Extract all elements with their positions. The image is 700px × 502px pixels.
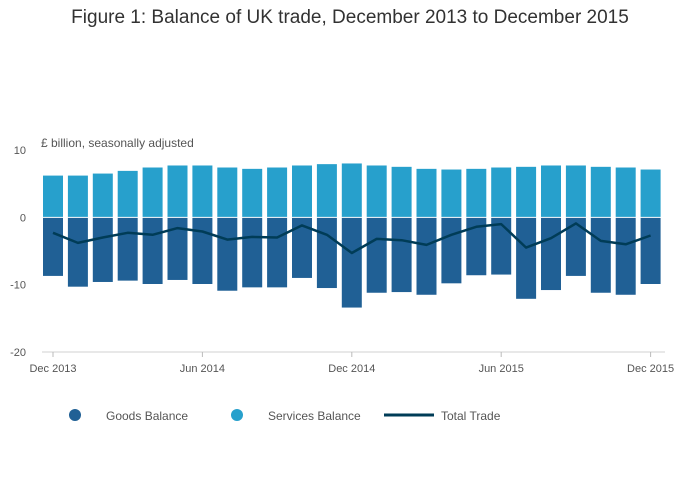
x-tick-label: Dec 2014: [328, 363, 375, 375]
goods-balance-bar: [267, 217, 288, 288]
services-balance-bar: [565, 165, 586, 218]
services-balance-bar: [416, 168, 437, 218]
goods-balance-bar: [117, 217, 138, 281]
goods-balance-bar: [590, 217, 611, 293]
services-balance-bar: [466, 168, 487, 218]
goods-balance-bar: [167, 217, 188, 280]
goods-balance-bar: [217, 217, 238, 291]
x-tick-label: Jun 2015: [479, 363, 524, 375]
goods-balance-bar: [516, 217, 537, 299]
services-balance-bar: [341, 163, 362, 218]
services-balance-bar: [316, 164, 337, 218]
services-balance-bar: [242, 168, 263, 218]
services-balance-bar: [590, 166, 611, 218]
x-tick-label: Jun 2014: [180, 363, 225, 375]
x-tick-label: Dec 2015: [627, 363, 674, 375]
goods-balance-bar: [491, 217, 512, 275]
goods-balance-bar: [441, 217, 462, 284]
goods-balance-bar: [316, 217, 337, 289]
y-tick-label: -10: [10, 280, 26, 292]
legend: Goods Balance Services Balance Total Tra…: [69, 409, 501, 423]
services-balance-bar: [441, 169, 462, 218]
chart-title: Figure 1: Balance of UK trade, December …: [71, 7, 629, 28]
services-balance-bar: [217, 167, 238, 218]
services-balance-bar: [167, 165, 188, 218]
services-balance-bar: [516, 166, 537, 218]
goods-balance-bar: [466, 217, 487, 276]
legend-label-services-balance: Services Balance: [268, 409, 361, 423]
goods-balance-bar: [565, 217, 586, 276]
total-trade-line: [52, 222, 652, 255]
goods-balance-bar: [366, 217, 387, 293]
goods-balance-bar: [640, 217, 661, 284]
services-balance-bar: [292, 165, 312, 218]
services-balance-bar: [267, 167, 288, 218]
goods-balance-bar: [416, 217, 437, 295]
services-balance-bar: [117, 170, 138, 218]
services-balance-bar: [67, 175, 88, 218]
y-tick-label: 10: [14, 145, 26, 157]
y-tick-label: 0: [20, 212, 26, 224]
goods-balance-bar: [192, 217, 213, 284]
services-balance-bar: [640, 169, 661, 218]
goods-balance-bar: [92, 217, 113, 282]
goods-balance-bar: [292, 217, 312, 278]
goods-balance-bar: [242, 217, 263, 288]
legend-marker-goods-balance: [69, 409, 81, 421]
goods-balance-bar: [541, 217, 561, 291]
services-balance-bar: [43, 175, 63, 218]
legend-label-total-trade: Total Trade: [441, 409, 501, 423]
goods-balance-bar: [142, 217, 163, 284]
goods-balance-bar: [43, 217, 63, 276]
goods-balance-bar: [341, 217, 362, 308]
x-tick-label: Dec 2013: [29, 363, 76, 375]
goods-balance-bar: [615, 217, 636, 295]
services-balance-bar: [541, 165, 561, 218]
services-balance-bar: [391, 166, 412, 218]
services-balance-bar: [92, 173, 113, 218]
legend-label-goods-balance: Goods Balance: [106, 409, 188, 423]
services-balance-bar: [142, 167, 163, 218]
services-balance-bar: [366, 165, 387, 218]
y-tick-label: -20: [10, 347, 26, 359]
goods-balance-bar: [391, 217, 412, 293]
legend-marker-services-balance: [231, 409, 243, 421]
services-balance-bar: [491, 167, 512, 218]
services-balance-bar: [615, 167, 636, 218]
y-axis-unit-label: £ billion, seasonally adjusted: [41, 136, 194, 150]
goods-balance-bar: [67, 217, 88, 287]
services-balance-bar: [192, 165, 213, 218]
